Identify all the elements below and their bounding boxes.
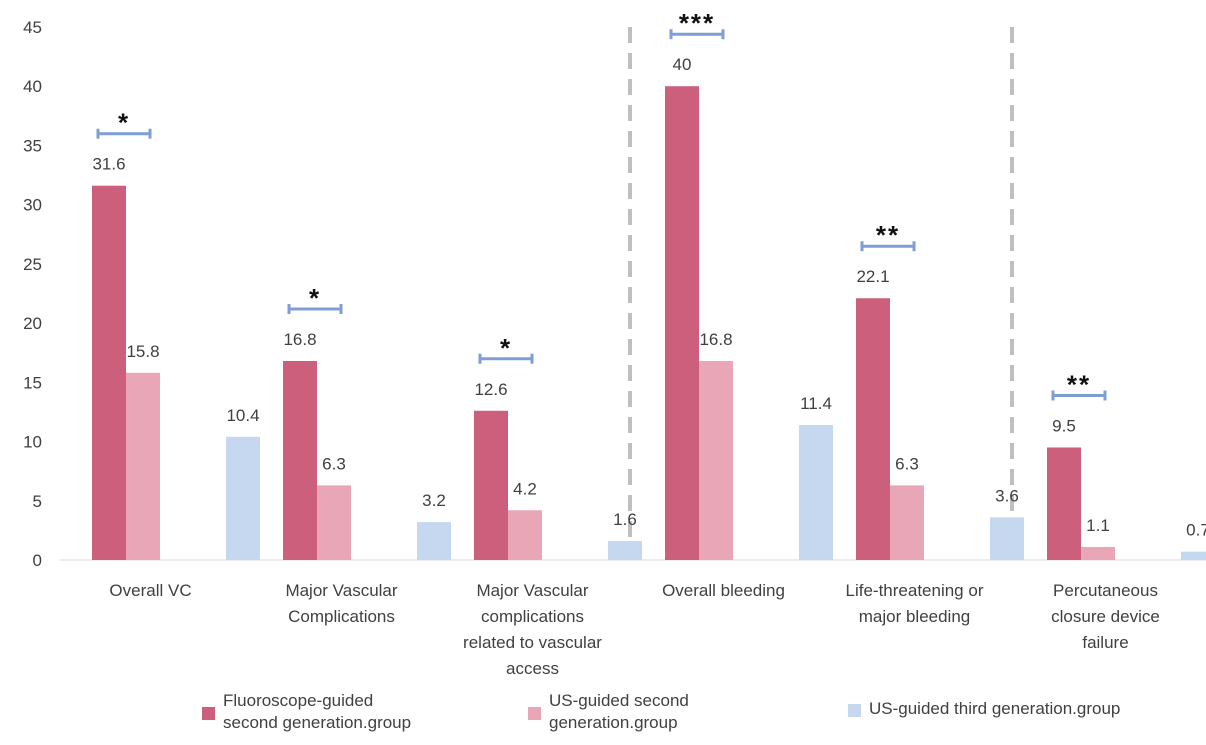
legend-label-us-second-gen: US-guided second generation.group — [549, 691, 689, 732]
bar — [990, 517, 1024, 560]
y-tick-label: 40 — [23, 77, 42, 96]
bar — [417, 522, 451, 560]
legend-item-us-second-gen: US-guided second generation.group — [528, 690, 689, 734]
bar — [474, 410, 508, 560]
legend-label-fluoroscope-second-gen: Fluoroscope-guided second generation.gro… — [223, 691, 412, 732]
category-label-line: related to vascular — [463, 633, 602, 652]
bar — [283, 361, 317, 560]
category-label-line: Percutaneous — [1053, 581, 1158, 600]
bar — [317, 485, 351, 560]
legend-item-us-third-gen: US-guided third generation.group — [848, 692, 1120, 720]
data-label: 9.5 — [1052, 416, 1076, 435]
category-label-line: Life-threatening or — [846, 581, 984, 600]
data-label: 1.1 — [1086, 516, 1110, 535]
bar — [799, 424, 833, 560]
legend-swatch-us-third-gen — [848, 704, 861, 717]
data-label: 22.1 — [856, 267, 889, 286]
significance-stars: * — [500, 333, 512, 363]
data-label: 6.3 — [895, 454, 919, 473]
bar — [1181, 551, 1206, 560]
data-label: 1.6 — [613, 510, 637, 529]
bar — [508, 510, 542, 560]
data-label: 15.8 — [126, 342, 159, 361]
y-tick-label: 45 — [23, 18, 42, 37]
data-label: 0.7 — [1186, 521, 1206, 540]
data-label: 3.6 — [995, 486, 1019, 505]
bar — [1047, 447, 1081, 560]
category-label: Life-threatening or major bleeding — [846, 581, 984, 626]
data-label: 31.6 — [92, 155, 125, 174]
legend-swatch-us-second-gen — [528, 707, 541, 720]
category-label-line: access — [506, 659, 559, 678]
data-label: 16.8 — [699, 330, 732, 349]
legend: Fluoroscope-guided second generation.gro… — [0, 690, 1206, 745]
bar — [890, 485, 924, 560]
bar — [665, 86, 699, 560]
legend-swatch-fluoroscope-second-gen — [202, 707, 215, 720]
data-label: 40 — [673, 55, 692, 74]
data-label: 4.2 — [513, 479, 537, 498]
bar — [92, 185, 126, 560]
category-label-line: Overall VC — [109, 581, 191, 600]
bar — [856, 298, 890, 560]
category-label: Percutaneous closure device failure — [1051, 581, 1160, 652]
category-label: Overall bleeding — [662, 581, 785, 600]
bar — [126, 372, 160, 560]
category-label: Major Vascular complications related to va… — [463, 581, 602, 678]
category-label-line: failure — [1082, 633, 1128, 652]
y-tick-label: 30 — [23, 196, 42, 215]
data-label: 11.4 — [800, 394, 832, 413]
y-tick-label: 15 — [23, 373, 42, 392]
legend-label-us-third-gen: US-guided third generation.group — [869, 699, 1121, 718]
y-tick-label: 25 — [23, 255, 42, 274]
significance-stars: * — [118, 108, 130, 138]
data-label: 12.6 — [474, 380, 507, 399]
category-label-line: complications — [481, 607, 584, 626]
significance-stars: *** — [679, 8, 715, 38]
significance-stars: ** — [876, 220, 900, 250]
data-label: 6.3 — [322, 454, 346, 473]
y-tick-label: 20 — [23, 314, 42, 333]
bar-chart: 0 5 10 15 20 25 30 35 40 45 31.6 16.8 12.6 40 22.1 9.5 1… — [23, 8, 1206, 678]
category-label-line: closure device — [1051, 607, 1160, 626]
significance-stars: ** — [1067, 369, 1091, 399]
y-tick-label: 0 — [33, 551, 42, 570]
y-tick-label: 5 — [33, 492, 42, 511]
data-label: 3.2 — [422, 491, 446, 510]
significance-stars: * — [309, 283, 321, 313]
bar — [1081, 546, 1115, 560]
category-label-line: Major Vascular — [285, 581, 397, 600]
legend-item-fluoroscope-second-gen: Fluoroscope-guided second generation.gro… — [202, 690, 411, 734]
data-label: 16.8 — [283, 330, 316, 349]
y-tick-label: 35 — [23, 136, 42, 155]
category-label-line: Complications — [288, 607, 395, 626]
category-label: Major Vascular Complications — [285, 581, 397, 626]
bar — [699, 361, 733, 560]
bar — [226, 436, 260, 560]
category-label: Overall VC — [109, 581, 191, 600]
y-tick-label: 10 — [23, 433, 42, 452]
data-label: 10.4 — [226, 406, 259, 425]
category-label-line: Overall bleeding — [662, 581, 785, 600]
category-label-line: major bleeding — [859, 607, 971, 626]
category-label-line: Major Vascular — [476, 581, 588, 600]
bar — [608, 541, 642, 560]
